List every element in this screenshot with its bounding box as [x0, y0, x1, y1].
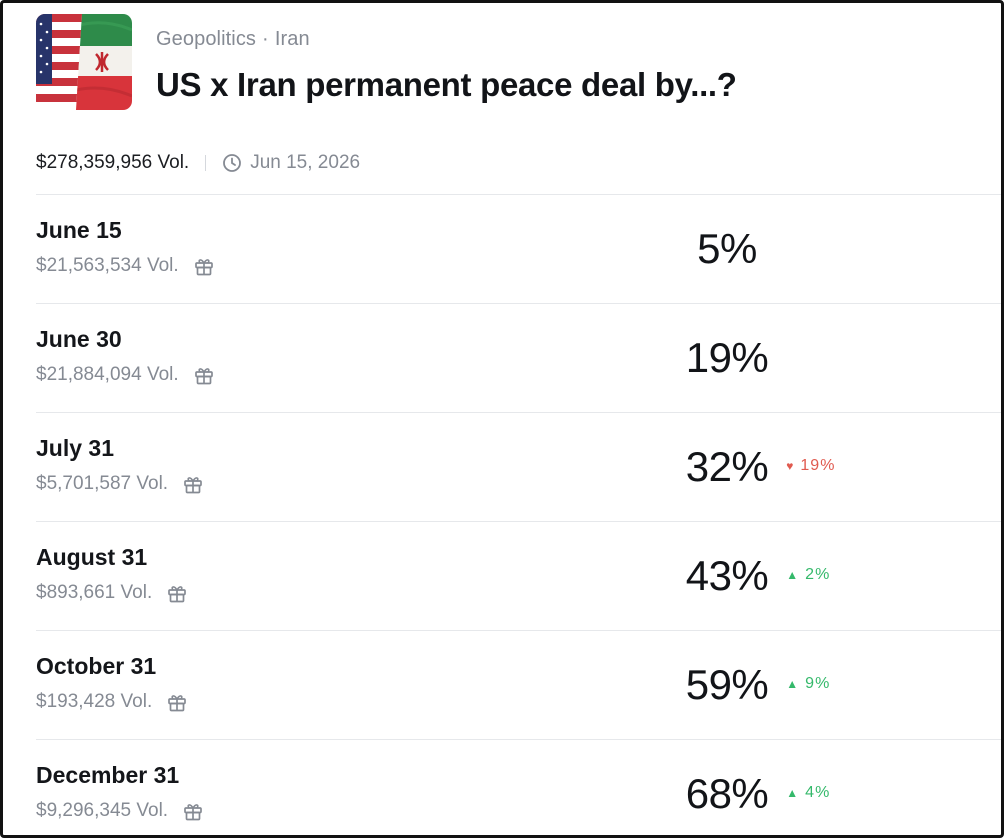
arrow-up-icon: ▲	[786, 786, 800, 800]
outcome-probability-wrap: 43% ▲ 2%	[631, 552, 830, 600]
change-value: 2%	[805, 566, 831, 583]
gift-icon[interactable]	[182, 473, 204, 495]
outcome-volume: $21,884,094 Vol.	[36, 364, 179, 385]
probability-change: ♥ 19%	[786, 457, 835, 475]
outcome-volume-line: $21,884,094 Vol.	[36, 364, 215, 386]
market-header: Geopolitics · Iran US x Iran permanent pea…	[36, 14, 996, 114]
total-volume: $278,359,956 Vol.	[36, 152, 190, 173]
outcome-label: June 15	[36, 217, 122, 243]
change-value: 19%	[800, 457, 836, 474]
gift-icon[interactable]	[193, 364, 215, 386]
outcome-row-4[interactable]: October 31 $193,428 Vol. 59% ▲ 9%	[36, 630, 1001, 739]
outcome-probability: 32%	[685, 443, 769, 490]
outcome-volume: $5,701,587 Vol.	[36, 473, 169, 494]
outcome-list: June 15 $21,563,534 Vol. 5% June 30 $21,…	[36, 194, 1001, 835]
outcome-probability: 68%	[685, 770, 769, 817]
outcome-probability-wrap: 68% ▲ 4%	[631, 770, 830, 818]
outcome-volume: $893,661 Vol.	[36, 582, 153, 603]
outcome-volume-line: $193,428 Vol.	[36, 691, 188, 713]
outcome-label: July 31	[36, 435, 114, 461]
outcome-volume: $21,563,534 Vol.	[36, 255, 179, 276]
probability-change: ▲ 2%	[786, 566, 830, 584]
outcome-row-2[interactable]: July 31 $5,701,587 Vol. 32% ♥ 19%	[36, 412, 1001, 521]
outcome-probability: 43%	[685, 552, 769, 599]
gift-icon[interactable]	[193, 255, 215, 277]
outcome-row-1[interactable]: June 30 $21,884,094 Vol. 19%	[36, 303, 1001, 412]
end-date: Jun 15, 2026	[250, 152, 361, 173]
outcome-volume: $9,296,345 Vol.	[36, 800, 169, 821]
market-title: US x Iran permanent peace deal by...?	[156, 66, 737, 103]
gift-icon[interactable]	[182, 800, 204, 822]
outcome-label: December 31	[36, 762, 180, 788]
outcome-label: October 31	[36, 653, 157, 679]
outcome-volume: $193,428 Vol.	[36, 691, 153, 712]
arrow-down-icon: ♥	[786, 459, 795, 473]
outcome-volume-line: $5,701,587 Vol.	[36, 473, 204, 495]
outcome-volume-line: $9,296,345 Vol.	[36, 800, 204, 822]
market-meta: $278,359,956 Vol. Jun 15, 2026	[36, 149, 360, 177]
flags-image	[36, 14, 132, 110]
category-link[interactable]: Geopolitics	[156, 28, 257, 50]
arrow-up-icon: ▲	[786, 568, 800, 582]
arrow-up-icon: ▲	[786, 677, 800, 691]
gift-icon[interactable]	[166, 691, 188, 713]
outcome-row-0[interactable]: June 15 $21,563,534 Vol. 5%	[36, 194, 1001, 303]
outcome-row-5[interactable]: December 31 $9,296,345 Vol. 68% ▲ 4%	[36, 739, 1001, 835]
outcome-label: June 30	[36, 326, 122, 352]
breadcrumb: Geopolitics · Iran	[156, 28, 310, 51]
outcome-probability: 59%	[685, 661, 769, 708]
outcome-probability: 5%	[697, 225, 757, 272]
change-value: 9%	[805, 675, 831, 692]
clock-icon	[222, 153, 242, 173]
outcome-probability-wrap: 5%	[631, 225, 823, 273]
outcome-label: August 31	[36, 544, 148, 570]
outcome-probability-wrap: 59% ▲ 9%	[631, 661, 830, 709]
subcategory-link[interactable]: Iran	[274, 28, 310, 50]
outcome-probability-wrap: 19%	[631, 334, 823, 382]
market-image[interactable]	[36, 14, 132, 110]
meta-divider	[205, 155, 207, 171]
probability-change: ▲ 4%	[786, 784, 830, 802]
outcome-probability-wrap: 32% ♥ 19%	[631, 443, 835, 491]
outcome-probability: 19%	[685, 334, 769, 381]
gift-icon[interactable]	[166, 582, 188, 604]
outcome-volume-line: $21,563,534 Vol.	[36, 255, 215, 277]
outcome-row-3[interactable]: August 31 $893,661 Vol. 43% ▲ 2%	[36, 521, 1001, 630]
outcome-volume-line: $893,661 Vol.	[36, 582, 188, 604]
breadcrumb-separator: ·	[262, 28, 269, 50]
probability-change: ▲ 9%	[786, 675, 830, 693]
change-value: 4%	[805, 784, 831, 801]
